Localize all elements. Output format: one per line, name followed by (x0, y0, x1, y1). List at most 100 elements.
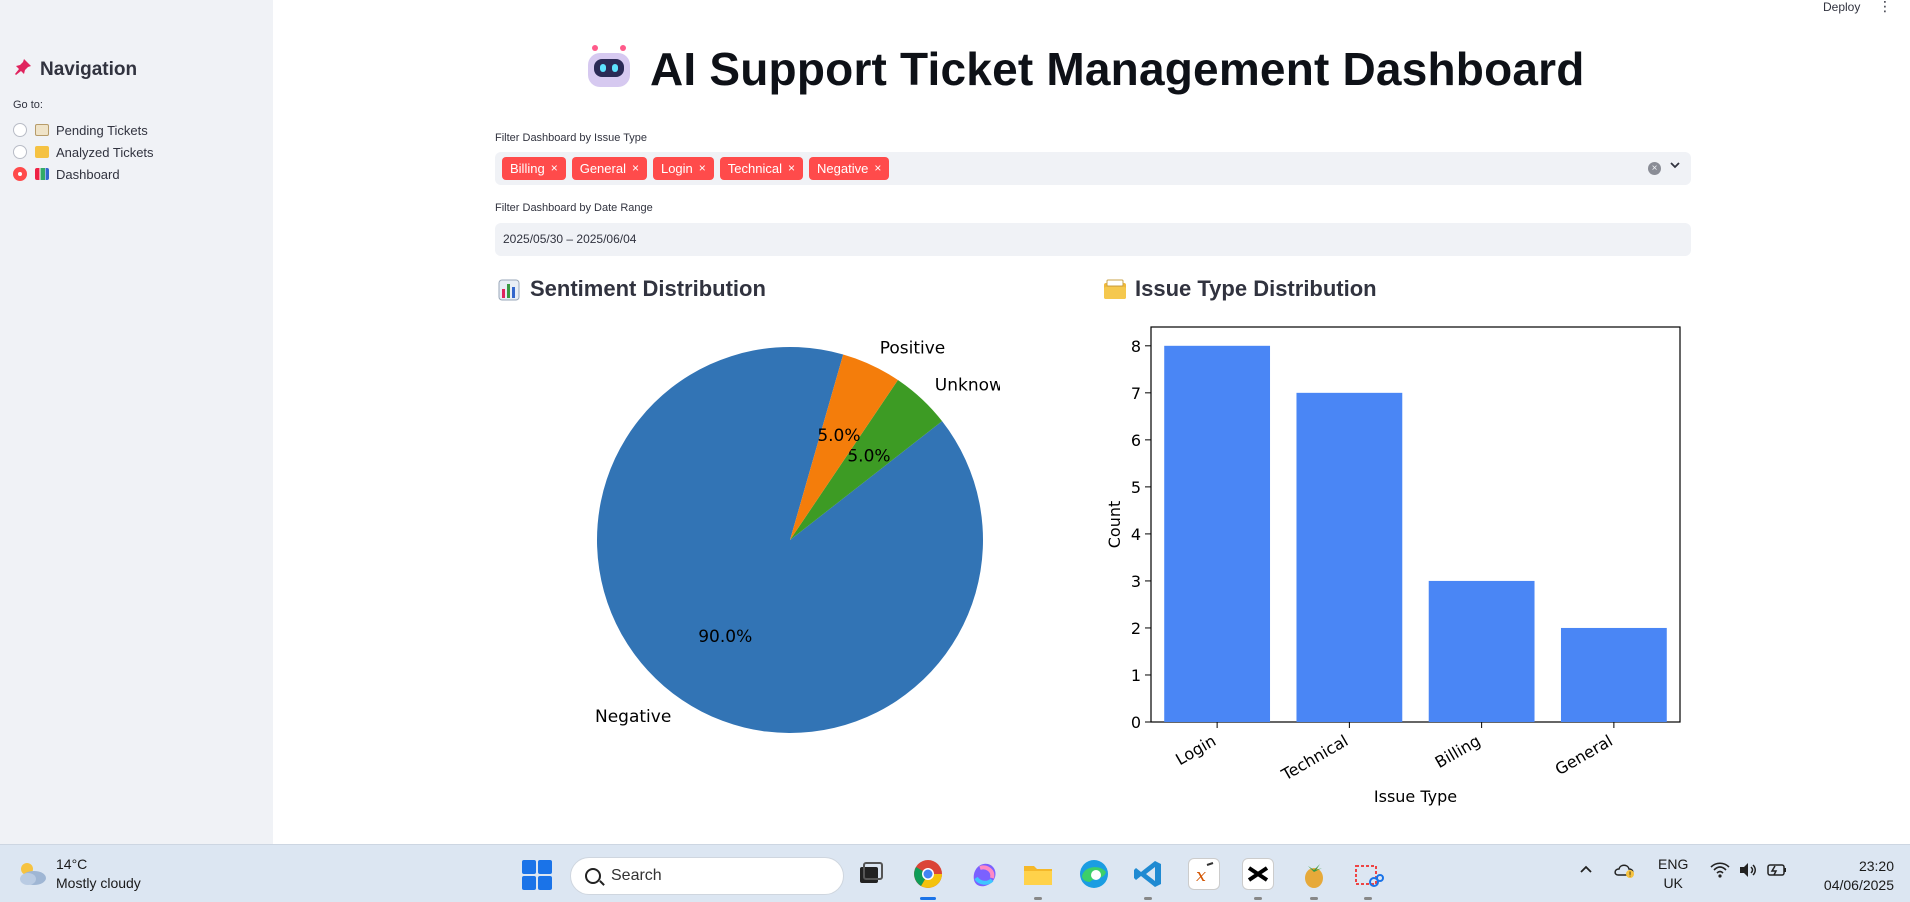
bar-billing (1428, 580, 1535, 722)
pineapple-app-icon[interactable] (1298, 858, 1330, 890)
pie-slice-unknown (790, 379, 943, 540)
x-tick-label: Login (1172, 731, 1219, 769)
pie-category-label: Negative (595, 707, 671, 727)
sentiment-section-title: Sentiment Distribution (498, 276, 766, 302)
tag-remove-icon[interactable]: × (631, 161, 639, 175)
y-tick-label: 4 (1131, 525, 1141, 544)
selected-tags: Billing × General × Login × Technical × Negative… (502, 157, 890, 180)
issue-type-multiselect[interactable]: Billing × General × Login × Technical × Negative… (495, 152, 1691, 185)
nav-item-label: Dashboard (56, 166, 120, 182)
filter-tag-label: General (579, 161, 626, 176)
nav-item-dashboard[interactable]: Dashboard (13, 163, 154, 185)
sidebar: Navigation Go to: Pending Tickets Analyz… (0, 0, 273, 844)
tag-remove-icon[interactable]: × (874, 161, 882, 175)
y-tick-label: 3 (1131, 572, 1141, 591)
pie-category-label: Positive (880, 339, 946, 359)
y-tick-label: 5 (1131, 478, 1141, 497)
y-tick-label: 0 (1131, 713, 1141, 732)
edge-icon[interactable] (1078, 858, 1110, 890)
taskbar-search[interactable]: Search (570, 857, 844, 895)
nav-item-label: Analyzed Tickets (56, 144, 154, 160)
x-tick-label: Billing (1432, 731, 1484, 772)
pie-value-label: 5.0% (847, 446, 890, 466)
x-tick-label: General (1552, 731, 1616, 779)
vscode-icon[interactable] (1132, 858, 1164, 890)
capcut-icon[interactable] (1242, 858, 1274, 890)
page-title: AI Support Ticket Management Dashboard (584, 42, 1585, 96)
windows-start-icon[interactable] (522, 860, 552, 890)
pushpin-icon (14, 58, 32, 81)
weather-widget[interactable]: 14°C Mostly cloudy (16, 855, 141, 893)
taskbar: 14°C Mostly cloudy Search x (0, 844, 1910, 902)
language-indicator[interactable]: ENG UK (1658, 855, 1688, 893)
app-indicator (1254, 897, 1262, 900)
chevron-down-icon[interactable] (1669, 158, 1681, 174)
y-tick-label: 7 (1131, 384, 1141, 403)
nav-item-analyzed-tickets[interactable]: Analyzed Tickets (13, 141, 154, 163)
tag-remove-icon[interactable]: × (550, 161, 558, 175)
file-explorer-icon[interactable] (1022, 858, 1054, 890)
tag-remove-icon[interactable]: × (788, 161, 796, 175)
search-icon (585, 868, 601, 884)
app-indicator (1144, 897, 1152, 900)
sentiment-pie-chart: 90.0% Negative 5.0% Unknown 5.0% Positive (595, 339, 1000, 733)
snipping-tool-icon[interactable] (1352, 858, 1384, 890)
y-tick-label: 8 (1131, 337, 1141, 356)
onedrive-warning-icon[interactable]: ! (1614, 861, 1636, 882)
goto-label: Go to: (13, 99, 43, 111)
radio-button[interactable] (13, 123, 27, 137)
search-placeholder: Search (611, 867, 662, 884)
pie-slice-negative (597, 347, 984, 733)
y-tick-label: 1 (1131, 666, 1141, 685)
filter-tag-label: Negative (817, 161, 869, 176)
language-line1: ENG (1658, 856, 1689, 872)
bar-general (1560, 627, 1667, 722)
svg-text:x: x (1196, 865, 1206, 886)
x-tick-label: Technical (1277, 731, 1351, 785)
radio-button-selected[interactable] (13, 167, 27, 181)
filter-tag-billing: Billing × (502, 157, 566, 180)
task-view-icon[interactable] (855, 858, 887, 890)
page-title-text: AI Support Ticket Management Dashboard (650, 43, 1585, 95)
filter-tag-login: Login × (652, 157, 714, 180)
app-indicator (1310, 897, 1318, 900)
x-axis-label: Issue Type (1374, 787, 1457, 806)
chevron-up-icon[interactable] (1578, 861, 1594, 880)
filter-tag-negative: Negative × (809, 157, 890, 180)
sentiment-title-text: Sentiment Distribution (530, 276, 766, 301)
pie-slice-positive (790, 354, 898, 540)
tag-remove-icon[interactable]: × (698, 161, 706, 175)
radio-button[interactable] (13, 145, 27, 159)
robot-icon (584, 45, 634, 93)
weather-desc: Mostly cloudy (56, 875, 141, 891)
main-menu-icon[interactable]: ⋮ (1878, 0, 1892, 14)
copilot-icon[interactable] (968, 858, 1000, 890)
bar-login (1164, 345, 1271, 722)
issue-type-bar-chart: 0 1 2 3 4 5 6 7 8 Login Technical Billing General Iss… (1105, 326, 1681, 806)
wifi-icon[interactable] (1710, 861, 1730, 882)
bar-chart-icon (35, 168, 49, 180)
pie-value-label: 5.0% (817, 426, 860, 446)
xournal-icon[interactable]: x (1188, 858, 1220, 890)
issue-type-filter-label: Filter Dashboard by Issue Type (495, 132, 648, 144)
cloudy-weather-icon (16, 860, 48, 888)
volume-icon[interactable] (1738, 861, 1758, 882)
y-tick-label: 6 (1131, 431, 1141, 450)
filter-tag-general: General × (571, 157, 647, 180)
nav-item-label: Pending Tickets (56, 122, 148, 138)
clear-icon[interactable]: × (1648, 162, 1661, 175)
date-range-input[interactable]: 2025/05/30 – 2025/06/04 (495, 223, 1691, 256)
battery-icon[interactable] (1766, 861, 1788, 882)
taskbar-clock[interactable]: 23:20 04/06/2025 (1810, 857, 1894, 895)
svg-text:!: ! (1629, 871, 1632, 879)
active-app-indicator (920, 897, 936, 900)
nav-item-pending-tickets[interactable]: Pending Tickets (13, 119, 154, 141)
app-indicator (1364, 897, 1372, 900)
weather-temp: 14°C (56, 856, 88, 872)
chrome-icon[interactable] (912, 858, 944, 890)
y-tick-label: 2 (1131, 619, 1141, 638)
folder-icon (35, 146, 49, 158)
notepad-icon (35, 124, 49, 136)
y-axis-label: Count (1105, 501, 1124, 549)
deploy-button[interactable]: Deploy (1823, 0, 1861, 14)
